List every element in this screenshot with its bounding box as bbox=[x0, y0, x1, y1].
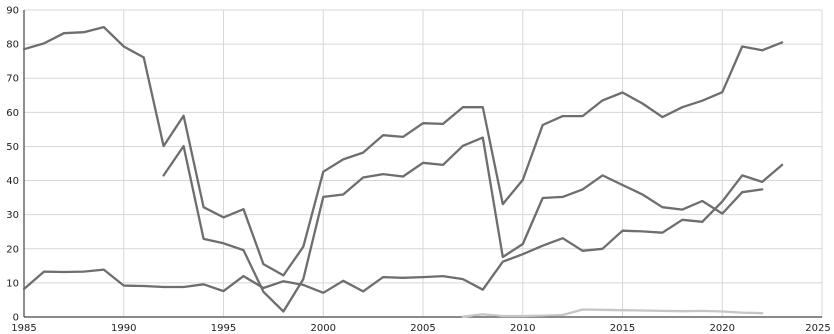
y-tick-label-80: 80 bbox=[6, 40, 19, 51]
series-line-2 bbox=[162, 136, 764, 313]
axis-layer bbox=[23, 10, 822, 318]
tick-label-layer: 1985 1990 1995 2000 2005 2010 2015 2020 2025 0 10 2… bbox=[6, 6, 830, 334]
x-tick-label-2020: 2020 bbox=[710, 323, 735, 334]
x-tick-label-1990: 1990 bbox=[111, 323, 136, 334]
grid-layer bbox=[23, 9, 823, 317]
x-tick-label-2000: 2000 bbox=[311, 323, 336, 334]
x-tick-label-2025: 2025 bbox=[805, 323, 830, 334]
y-tick-label-20: 20 bbox=[6, 244, 19, 255]
y-tick-label-90: 90 bbox=[6, 6, 19, 17]
series-line-1 bbox=[22, 25, 784, 277]
y-tick-label-10: 10 bbox=[6, 278, 19, 289]
x-tick-label-2005: 2005 bbox=[410, 323, 435, 334]
y-tick-label-30: 30 bbox=[6, 210, 19, 221]
series-line-3 bbox=[22, 163, 784, 294]
x-tick-label-1985: 1985 bbox=[11, 323, 36, 334]
series-layer bbox=[22, 25, 784, 318]
x-tick-label-2015: 2015 bbox=[610, 323, 635, 334]
y-tick-label-0: 0 bbox=[13, 313, 19, 324]
x-tick-label-1995: 1995 bbox=[211, 323, 236, 334]
y-tick-label-40: 40 bbox=[6, 176, 19, 187]
y-tick-label-60: 60 bbox=[6, 108, 19, 119]
y-tick-label-50: 50 bbox=[6, 142, 19, 153]
x-tick-label-2010: 2010 bbox=[510, 323, 535, 334]
series-line-4 bbox=[461, 308, 764, 318]
y-tick-label-70: 70 bbox=[6, 74, 19, 85]
